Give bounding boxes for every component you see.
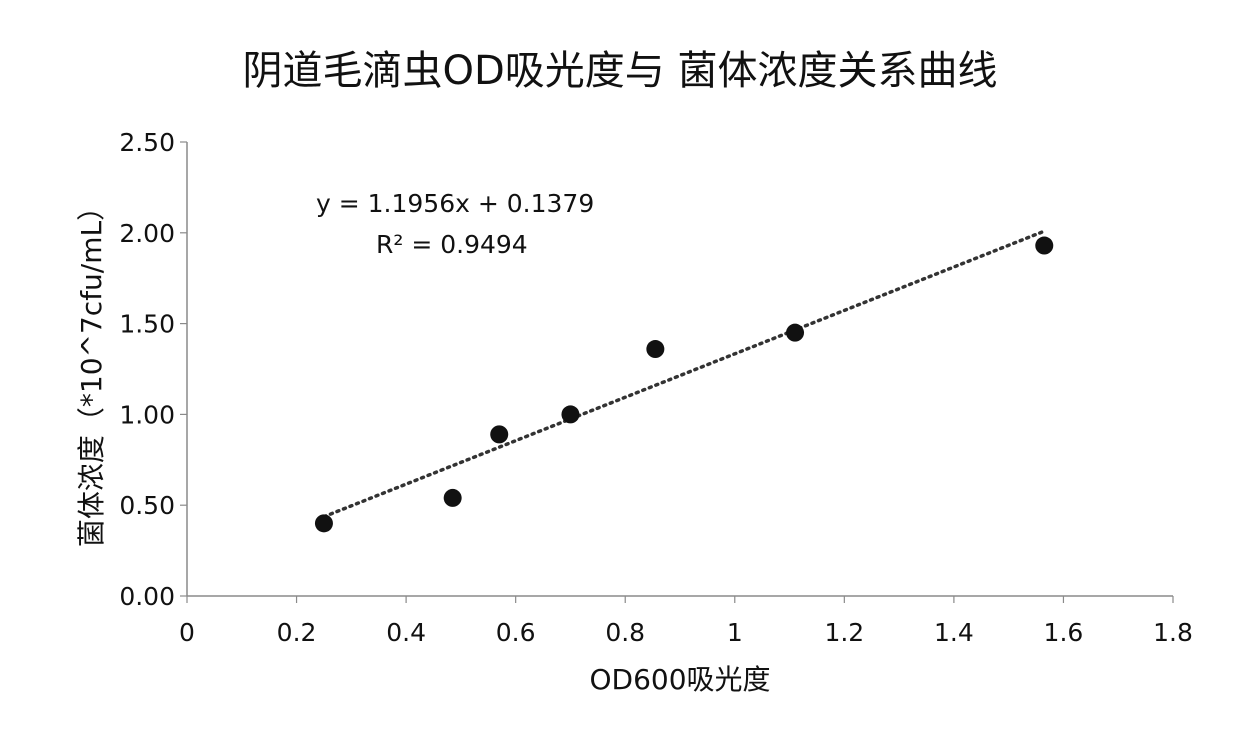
x-tick-label: 1 [727,618,743,647]
y-tick-label: 1.00 [119,400,175,429]
linear-trendline [324,231,1044,517]
x-tick-label: 0 [179,618,195,647]
data-point [786,324,804,342]
x-tick-label: 0.4 [386,618,426,647]
x-tick-label: 1.6 [1044,618,1084,647]
x-tick-label: 1.4 [934,618,974,647]
data-point [490,425,508,443]
y-tick-group: 0.00 0.50 1.00 1.50 2.00 2.50 [119,128,187,611]
chart-title: 阴道毛滴虫OD吸光度与 菌体浓度关系曲线 [243,48,998,94]
data-point [444,489,462,507]
y-tick-label: 2.00 [119,219,175,248]
x-axis-title: OD600吸光度 [589,663,770,696]
r-squared-label: R² = 0.9494 [376,230,528,259]
data-point [315,514,333,532]
data-point [1035,237,1053,255]
data-point [561,405,579,423]
x-tick-label: 0.8 [605,618,645,647]
x-tick-label: 0.2 [277,618,317,647]
x-tick-group: 0 0.2 0.4 0.6 0.8 1 1.2 1.4 1.6 1.8 [179,596,1193,647]
y-tick-label: 0.50 [119,491,175,520]
x-tick-label: 0.6 [496,618,536,647]
x-tick-label: 1.8 [1153,618,1193,647]
y-axis-title: 菌体浓度（*10^7cfu/mL） [75,193,108,547]
y-tick-label: 0.00 [119,582,175,611]
y-tick-label: 1.50 [119,310,175,339]
y-tick-label: 2.50 [119,128,175,157]
plot-area: 0 0.2 0.4 0.6 0.8 1 1.2 1.4 1.6 1.8 0.00 0.50 1.00 1… [119,128,1193,647]
data-point-group [315,237,1053,533]
data-point [646,340,664,358]
trendline-equation: y = 1.1956x + 0.1379 [316,189,594,218]
x-tick-label: 1.2 [824,618,864,647]
